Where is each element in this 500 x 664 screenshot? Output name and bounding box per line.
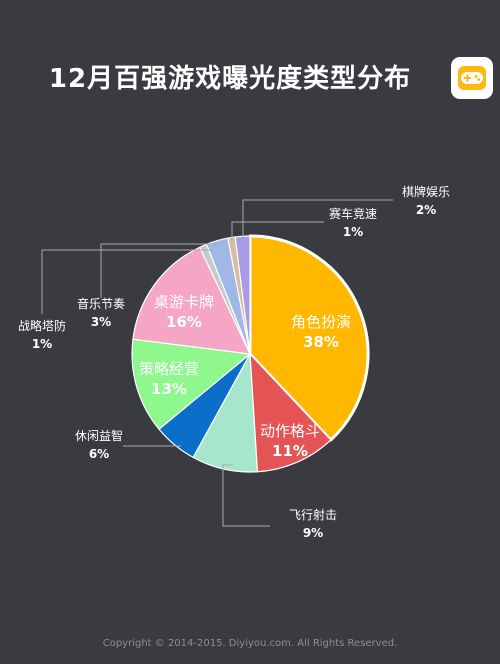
slice-6-percent-label: 16% <box>166 313 202 331</box>
slice-7-leader-line <box>41 249 212 314</box>
slice-2-name-label: 动作格斗 <box>260 422 320 440</box>
slice-3-name-label: 飞行射击 <box>289 507 337 522</box>
slice-6-wedge <box>132 246 251 355</box>
slice-10-percent-label: 2% <box>416 203 436 217</box>
copyright-footer: Copyright © 2014-2015. Diyiyou.com. All … <box>102 638 398 649</box>
slice-7-percent-label: 1% <box>32 337 52 351</box>
slice-4-name-label: 休闲益智 <box>75 428 123 443</box>
slice-8-leader-line <box>100 243 223 298</box>
slice-2-wedge <box>249 353 332 473</box>
slice-1-wedge <box>248 234 370 442</box>
slice-3-leader-line <box>222 464 270 527</box>
slice-3-percent-label: 9% <box>303 526 323 540</box>
slice-9-percent-label: 1% <box>343 225 363 239</box>
slice-10-name-label: 棋牌娱乐 <box>402 185 450 199</box>
slice-7-name-label: 战略塔防 <box>18 318 66 333</box>
slice-1-name-label: 角色扮演 <box>291 313 351 331</box>
slice-10-leader-line <box>242 199 393 237</box>
slice-8-percent-label: 3% <box>91 315 111 329</box>
slice-9-leader-line <box>231 221 324 240</box>
slice-5-percent-label: 13% <box>151 380 187 398</box>
slice-4-percent-label: 6% <box>89 447 109 461</box>
slice-6-name-label: 桌游卡牌 <box>154 293 214 311</box>
gamepad-icon <box>458 66 486 90</box>
slice-8-name-label: 音乐节奏 <box>77 296 125 311</box>
slice-1-percent-label: 38% <box>303 333 339 351</box>
slice-5-wedge <box>131 338 251 430</box>
slice-2-percent-label: 11% <box>272 442 308 460</box>
logo <box>451 57 493 99</box>
slice-5-name-label: 策略经营 <box>139 360 199 378</box>
chart-title: 12月百强游戏曝光度类型分布 <box>48 64 412 94</box>
slice-9-name-label: 赛车竞速 <box>329 206 377 221</box>
